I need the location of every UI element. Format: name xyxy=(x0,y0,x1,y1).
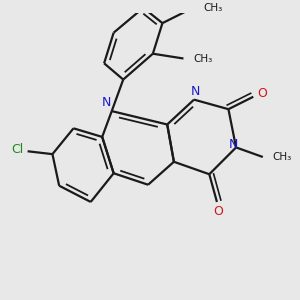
Text: CH₃: CH₃ xyxy=(203,3,222,13)
Text: O: O xyxy=(257,87,267,101)
Text: CH₃: CH₃ xyxy=(194,53,213,64)
Text: Cl: Cl xyxy=(12,143,24,156)
Text: CH₃: CH₃ xyxy=(273,152,292,162)
Text: N: N xyxy=(101,96,111,109)
Text: N: N xyxy=(229,138,238,151)
Text: O: O xyxy=(213,206,223,218)
Text: N: N xyxy=(191,85,200,98)
